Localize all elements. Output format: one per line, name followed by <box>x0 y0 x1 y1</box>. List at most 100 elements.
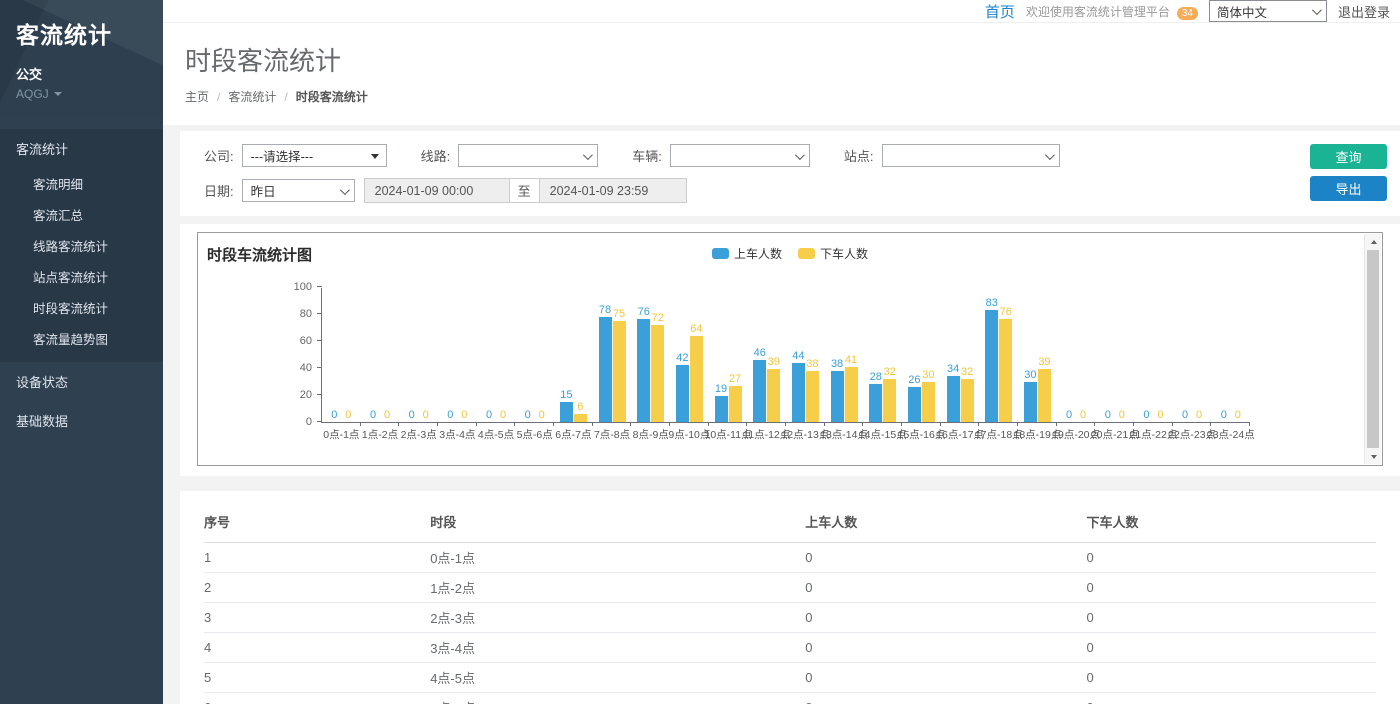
language-select[interactable]: 简体中文 <box>1209 0 1327 22</box>
bar-value-label: 83 <box>985 297 998 309</box>
notification-badge: 34 <box>1177 7 1198 20</box>
chart-category: 343216点-17点 <box>941 288 980 422</box>
menu-item[interactable]: 站点客流统计 <box>0 261 163 292</box>
menu-group-toggle[interactable]: 基础数据 <box>0 401 163 440</box>
chart-scrollbar[interactable] <box>1364 234 1381 464</box>
chevron-down-icon <box>1312 5 1322 15</box>
y-axis-tick-label: 20 <box>300 389 312 401</box>
caret-down-icon <box>54 92 62 96</box>
table-cell: 2 <box>204 573 430 603</box>
legend-item[interactable]: 下车人数 <box>798 245 868 262</box>
legend-label: 下车人数 <box>820 245 868 262</box>
home-link[interactable]: 首页 <box>985 1 1015 22</box>
date-start-input[interactable]: 2024-01-09 00:00 <box>364 178 510 203</box>
menu-item[interactable]: 客流汇总 <box>0 199 163 230</box>
menu-item[interactable]: 线路客流统计 <box>0 230 163 261</box>
chart-category: 263015点-16点 <box>902 288 941 422</box>
export-button[interactable]: 导出 <box>1310 176 1387 201</box>
breadcrumb-home[interactable]: 主页 <box>185 88 209 105</box>
y-axis-tick-label: 40 <box>300 362 312 374</box>
vehicle-select[interactable] <box>670 144 810 167</box>
chart-category: 192710点-11点 <box>709 288 748 422</box>
chart-category: 283214点-15点 <box>863 288 902 422</box>
x-axis-tick-label: 23点-24点 <box>1207 427 1255 442</box>
breadcrumb-separator: / <box>284 90 287 104</box>
chevron-down-icon <box>340 185 350 195</box>
bar-value-label: 0 <box>483 409 496 421</box>
date-end-input[interactable]: 2024-01-09 23:59 <box>539 178 687 203</box>
table-cell: 0 <box>805 693 1086 704</box>
table-cell: 5 <box>204 663 430 693</box>
triangle-down-icon <box>371 154 379 159</box>
scroll-down-arrow-icon[interactable] <box>1365 449 1382 464</box>
topbar: 首页 欢迎使用客流统计管理平台 34 简体中文 退出登录 <box>163 0 1400 23</box>
menu-group-toggle[interactable]: 客流统计 <box>0 129 163 168</box>
menu-group: 客流统计客流明细客流汇总线路客流统计站点客流统计时段客流统计客流量趋势图 <box>0 129 163 362</box>
app-brand: 客流统计 <box>16 16 147 50</box>
chart-category: 000点-1点 <box>322 288 361 422</box>
company-label: 公司: <box>204 146 234 165</box>
line-select[interactable] <box>458 144 598 167</box>
bar-value-label: 0 <box>419 409 432 421</box>
bar-value-label: 0 <box>1115 409 1128 421</box>
table-cell: 0 <box>1086 663 1376 693</box>
language-select-value: 简体中文 <box>1217 2 1267 21</box>
chart-category: 0019点-20点 <box>1057 288 1096 422</box>
scroll-up-arrow-icon[interactable] <box>1365 234 1382 249</box>
bar-value-label: 44 <box>792 350 805 362</box>
table-row: 10点-1点00 <box>204 543 1376 573</box>
bar-value-label: 32 <box>961 366 974 378</box>
chart-category: 003点-4点 <box>438 288 477 422</box>
sidebar-header: 客流统计 公交 AQGJ <box>0 0 163 115</box>
legend-item[interactable]: 上车人数 <box>712 245 782 262</box>
org-name: 公交 <box>16 64 147 83</box>
station-select[interactable] <box>882 144 1060 167</box>
chart-category: 004点-5点 <box>477 288 516 422</box>
scrollbar-thumb[interactable] <box>1367 250 1379 448</box>
company-select[interactable]: ---请选择--- <box>242 144 387 167</box>
menu-item[interactable]: 时段客流统计 <box>0 292 163 323</box>
logout-link[interactable]: 退出登录 <box>1338 2 1390 21</box>
table-cell: 0 <box>805 543 1086 573</box>
chart-plot: 020406080100000点-1点001点-2点002点-3点003点-4点… <box>321 288 1250 423</box>
bar-value-label: 42 <box>676 352 689 364</box>
chart-legend: 上车人数 下车人数 <box>712 245 868 262</box>
bar-value-label: 0 <box>1179 409 1192 421</box>
bar <box>560 402 573 422</box>
y-axis-tick-label: 0 <box>306 416 312 428</box>
bar-value-label: 0 <box>497 409 510 421</box>
page-title: 时段客流统计 <box>185 41 1400 78</box>
menu-item[interactable]: 客流明细 <box>0 168 163 199</box>
table-cell: 0 <box>1086 633 1376 663</box>
line-label: 线路: <box>421 146 451 165</box>
bar <box>753 360 766 422</box>
menu-item[interactable]: 客流量趋势图 <box>0 323 163 354</box>
page-heading: 时段客流统计 主页 / 客流统计 / 时段客流统计 <box>163 23 1400 125</box>
table-cell: 1 <box>204 543 430 573</box>
date-preset-select[interactable]: 昨日 <box>242 179 355 202</box>
bar-value-label: 0 <box>535 409 548 421</box>
bar-value-label: 39 <box>767 356 780 368</box>
query-button[interactable]: 查询 <box>1310 144 1387 169</box>
bar-value-label: 0 <box>1140 409 1153 421</box>
breadcrumb-parent[interactable]: 客流统计 <box>228 88 276 105</box>
bar <box>715 396 728 422</box>
x-axis-tick-label: 2点-3点 <box>401 427 437 442</box>
org-code-dropdown[interactable]: AQGJ <box>16 87 147 101</box>
table-cell: 4 <box>204 633 430 663</box>
x-axis-tick-label: 1点-2点 <box>362 427 398 442</box>
legend-swatch <box>712 248 729 259</box>
chevron-down-icon <box>795 150 805 160</box>
bar-value-label: 76 <box>999 306 1012 318</box>
chart-category: 001点-2点 <box>361 288 400 422</box>
bar-value-label: 34 <box>947 363 960 375</box>
menu-group-toggle[interactable]: 设备状态 <box>0 362 163 401</box>
bar <box>613 321 626 422</box>
chart-category: 443812点-13点 <box>786 288 825 422</box>
table-cell: 0点-1点 <box>430 543 805 573</box>
bar <box>922 382 935 423</box>
table-header-cell: 序号 <box>204 503 430 543</box>
x-axis-tick-label: 6点-7点 <box>555 427 591 442</box>
table-row: 54点-5点00 <box>204 663 1376 693</box>
bar-value-label: 0 <box>444 409 457 421</box>
